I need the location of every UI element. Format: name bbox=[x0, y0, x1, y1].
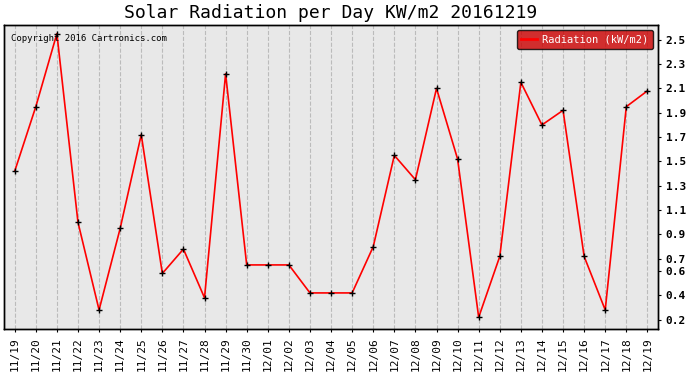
Legend: Radiation (kW/m2): Radiation (kW/m2) bbox=[518, 30, 653, 49]
Text: Copyright 2016 Cartronics.com: Copyright 2016 Cartronics.com bbox=[11, 34, 166, 43]
Title: Solar Radiation per Day KW/m2 20161219: Solar Radiation per Day KW/m2 20161219 bbox=[124, 4, 538, 22]
